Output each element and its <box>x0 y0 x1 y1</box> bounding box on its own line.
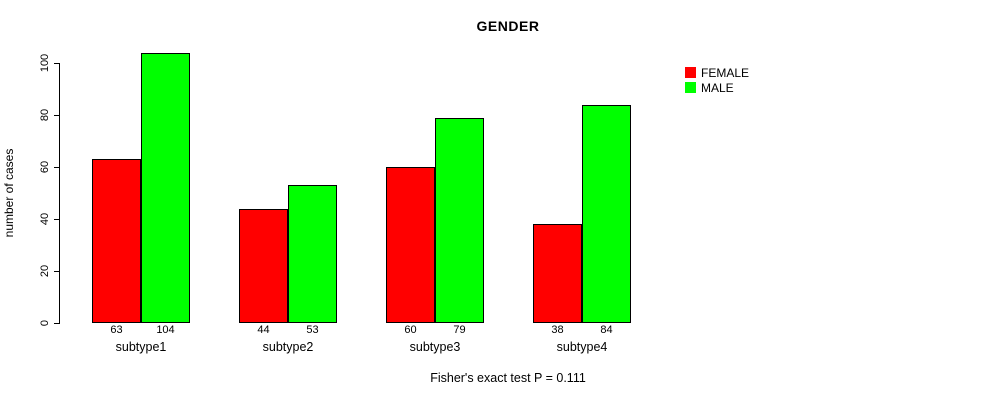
bar-female-subtype2 <box>239 209 288 323</box>
bar-male-subtype1 <box>141 53 190 323</box>
y-axis-line <box>59 63 60 324</box>
fisher-test-caption: Fisher's exact test P = 0.111 <box>430 371 586 385</box>
category-label-subtype3: subtype3 <box>409 340 461 354</box>
y-tick-60 <box>54 167 59 168</box>
bar-male-subtype4 <box>582 105 631 323</box>
bar-male-subtype2 <box>288 185 337 323</box>
bar-value-label: 53 <box>306 324 319 336</box>
y-tick-label: 40 <box>39 212 51 226</box>
bar-value-label: 79 <box>453 324 466 336</box>
y-tick-label: 0 <box>39 319 51 327</box>
y-tick-100 <box>54 63 59 64</box>
bar-male-subtype3 <box>435 118 484 323</box>
legend-label: FEMALE <box>701 65 750 80</box>
y-tick-80 <box>54 115 59 116</box>
bar-value-label: 38 <box>551 324 564 336</box>
bar-female-subtype3 <box>386 167 435 323</box>
y-tick-20 <box>54 271 59 272</box>
female-color-swatch <box>685 67 696 78</box>
bar-value-label: 63 <box>110 324 123 336</box>
legend-item-female: FEMALE <box>685 65 749 80</box>
bar-value-label: 44 <box>257 324 270 336</box>
bar-value-label: 104 <box>156 324 175 336</box>
bar-value-label: 60 <box>404 324 417 336</box>
category-label-subtype1: subtype1 <box>115 340 167 354</box>
y-tick-0 <box>54 323 59 324</box>
bar-female-subtype4 <box>533 224 582 323</box>
legend-label: MALE <box>701 80 734 95</box>
y-axis-label: number of cases <box>2 148 16 238</box>
male-color-swatch <box>685 82 696 93</box>
y-tick-40 <box>54 219 59 220</box>
y-tick-label: 60 <box>39 160 51 174</box>
bar-value-label: 84 <box>600 324 613 336</box>
legend: FEMALE MALE <box>685 65 749 95</box>
bar-female-subtype1 <box>92 159 141 323</box>
legend-item-male: MALE <box>685 80 749 95</box>
y-tick-label: 80 <box>39 108 51 122</box>
y-tick-label: 100 <box>39 53 51 73</box>
chart-title: GENDER <box>476 18 540 34</box>
y-tick-label: 20 <box>39 264 51 278</box>
category-label-subtype4: subtype4 <box>556 340 608 354</box>
category-label-subtype2: subtype2 <box>262 340 314 354</box>
